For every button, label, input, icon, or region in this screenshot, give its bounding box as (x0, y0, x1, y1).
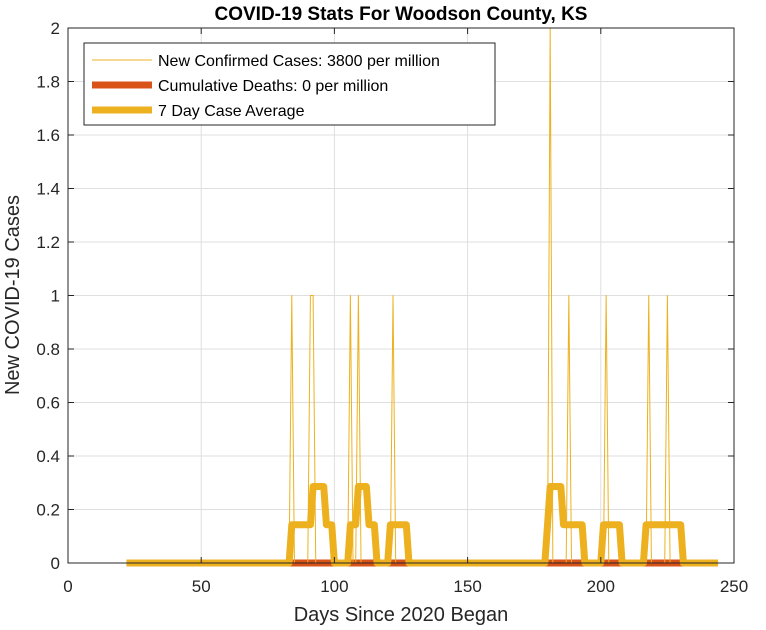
legend-label-2: 7 Day Case Average (158, 103, 305, 120)
y-tick-label: 2 (51, 19, 60, 38)
y-tick-label: 1.2 (36, 233, 60, 252)
x-tick-label: 150 (453, 577, 481, 596)
x-tick-label: 0 (63, 577, 72, 596)
y-tick-label: 1 (51, 287, 60, 306)
y-tick-label: 0 (51, 554, 60, 573)
legend-label-1: Cumulative Deaths: 0 per million (158, 78, 388, 95)
y-tick-label: 0.8 (36, 340, 60, 359)
chart-title: COVID-19 Stats For Woodson County, KS (215, 4, 588, 25)
y-tick-label: 1.8 (36, 73, 60, 92)
legend-label-0: New Confirmed Cases: 3800 per million (158, 53, 440, 70)
x-tick-label: 50 (192, 577, 211, 596)
y-tick-label: 1.6 (36, 126, 60, 145)
y-tick-label: 0.4 (36, 447, 60, 466)
legend-box (83, 42, 496, 126)
y-tick-label: 0.2 (36, 501, 60, 520)
legend: New Confirmed Cases: 3800 per million Cum… (83, 42, 496, 126)
x-tick-label: 250 (720, 577, 748, 596)
axis-ticks: 0 50 100 150 200 250 0 0.2 0.4 0.6 0.8 1 1.2 1.4 1.6 1.… (36, 19, 748, 596)
x-tick-label: 100 (320, 577, 348, 596)
x-tick-label: 200 (587, 577, 615, 596)
y-tick-label: 1.4 (36, 180, 60, 199)
x-axis-label: Days Since 2020 Began (294, 604, 509, 626)
y-axis-label: New COVID-19 Cases (2, 195, 24, 395)
y-tick-label: 0.6 (36, 394, 60, 413)
